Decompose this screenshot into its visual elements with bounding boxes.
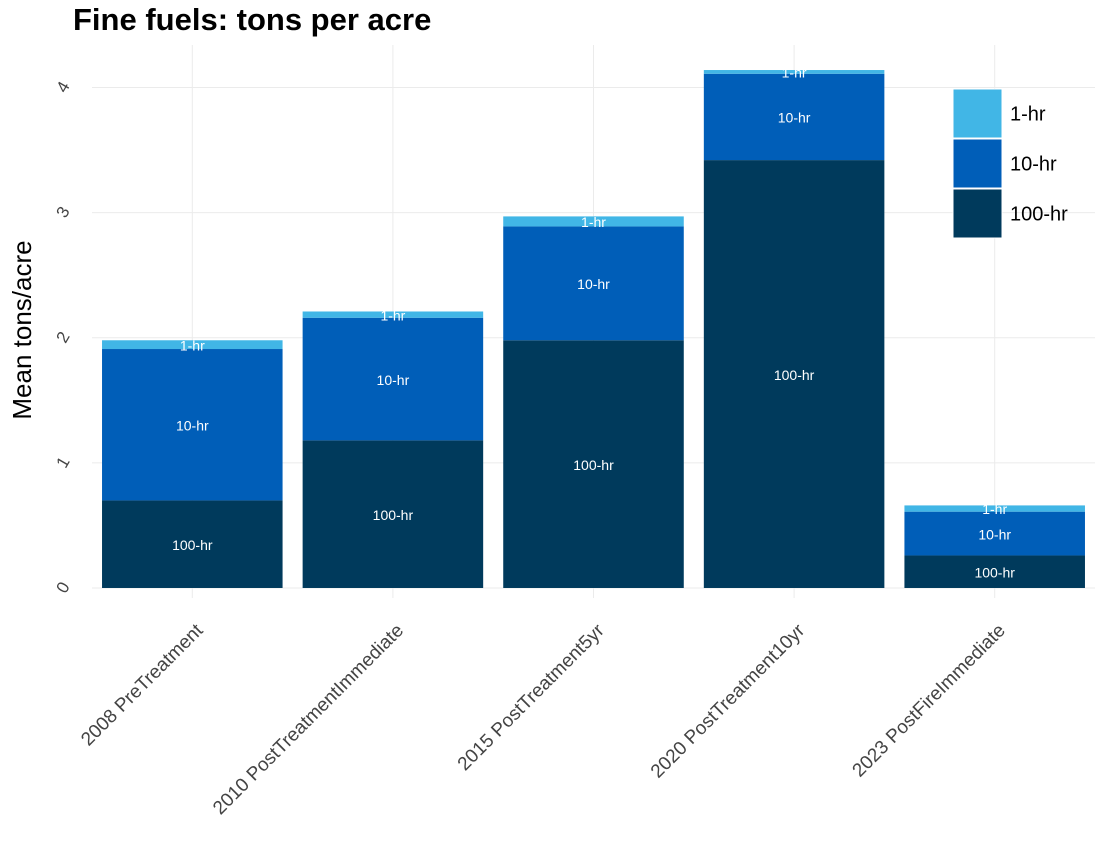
segment-label: 10-hr [978, 526, 1011, 542]
segment-label: 10-hr [176, 417, 209, 433]
segment-label: 100-hr [774, 367, 815, 383]
legend-label: 1-hr [1010, 103, 1046, 125]
segment-label: 1-hr [380, 307, 405, 323]
x-tick-label: 2020 PostTreatment10yr [647, 620, 810, 783]
legend-swatch [952, 138, 1003, 189]
bar-segment [904, 511, 1085, 556]
segment-label: 1-hr [581, 214, 606, 230]
chart-title: Fine fuels: tons per acre [73, 2, 431, 37]
legend-swatch [952, 188, 1003, 239]
x-tick-label: 2008 PreTreatment [77, 620, 208, 751]
bar-segment [102, 500, 283, 588]
x-tick-label: 2010 PostTreatmentImmediate [209, 620, 408, 819]
bar-segment [703, 160, 885, 588]
segment-label: 1-hr [982, 501, 1007, 517]
legend-label: 10-hr [1010, 153, 1057, 175]
segment-label: 10-hr [377, 372, 410, 388]
bar-segment [102, 340, 283, 350]
x-tick-label: 2015 PostTreatment5yr [454, 620, 609, 775]
bar-segment [703, 70, 885, 74]
y-tick-label: 1 [53, 454, 74, 472]
segment-label: 100-hr [172, 537, 213, 553]
y-tick-label: 2 [53, 328, 74, 346]
bar-segment [503, 226, 684, 341]
segment-label: 100-hr [974, 564, 1015, 580]
legend-label: 100-hr [1010, 203, 1068, 225]
bar-segment [904, 505, 1085, 512]
bar-segment [302, 317, 484, 441]
bar-segment [703, 73, 885, 161]
x-tick-label: 2023 PostFireImmediate [849, 620, 1010, 781]
segment-label: 100-hr [573, 457, 614, 473]
segment-label: 1-hr [180, 337, 205, 353]
bar-segment [503, 216, 684, 227]
segment-label: 100-hr [373, 507, 414, 523]
y-tick-label: 4 [53, 78, 74, 96]
segment-label: 1-hr [782, 65, 807, 81]
bar-segment [102, 349, 283, 501]
bar-segment [302, 440, 484, 588]
bar-segment [904, 555, 1085, 588]
bar-segment [302, 311, 484, 318]
bar-segment [503, 340, 684, 588]
y-tick-label: 3 [53, 203, 74, 221]
y-tick-label: 0 [53, 579, 74, 597]
segment-label: 10-hr [577, 276, 610, 292]
legend-swatch [952, 88, 1003, 139]
segment-label: 10-hr [778, 110, 811, 126]
y-axis-label: Mean tons/acre [7, 240, 37, 419]
